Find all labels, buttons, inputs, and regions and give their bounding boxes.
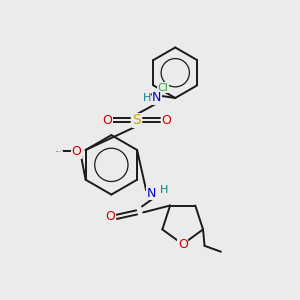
Text: O: O: [161, 114, 171, 127]
Text: methoxy: methoxy: [62, 150, 69, 152]
Text: S: S: [132, 113, 141, 127]
Text: O: O: [71, 145, 81, 158]
Text: methoxy: methoxy: [56, 150, 62, 152]
Text: H: H: [143, 93, 151, 103]
Text: H: H: [160, 184, 168, 194]
Text: N: N: [152, 92, 161, 104]
Text: O: O: [102, 114, 112, 127]
Text: Cl: Cl: [158, 83, 168, 93]
Text: N: N: [147, 187, 156, 200]
Text: O: O: [105, 210, 115, 224]
Text: O: O: [178, 238, 188, 251]
